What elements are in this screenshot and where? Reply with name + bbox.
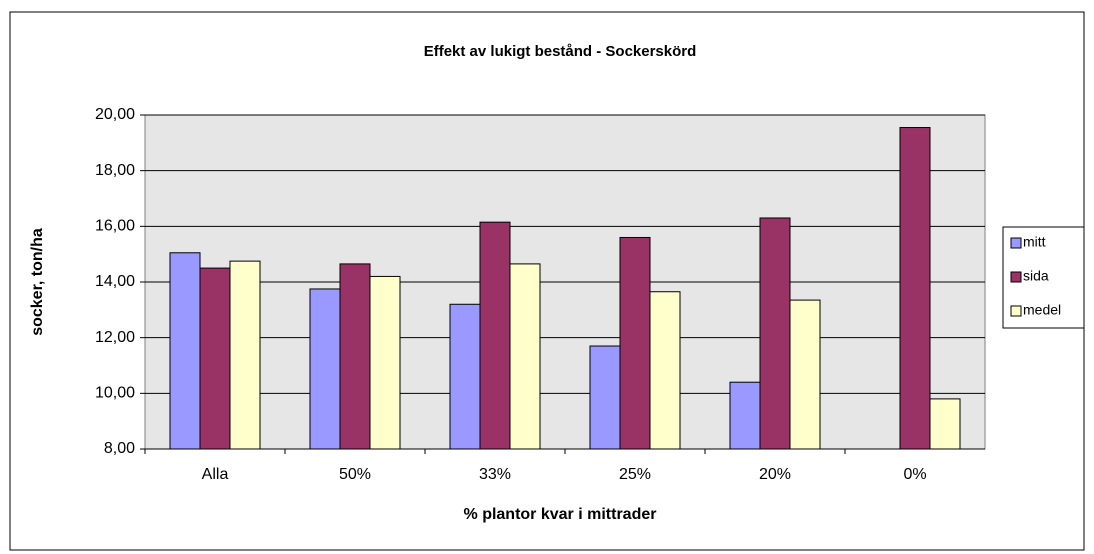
bar (339, 263, 371, 450)
y-tick-label: 10,00 (95, 385, 135, 402)
y-tick-label: 8,00 (104, 440, 135, 457)
bar (369, 275, 401, 450)
bar (789, 299, 821, 450)
y-tick-label: 20,00 (95, 106, 135, 123)
x-tick-label: 25% (619, 466, 651, 483)
x-tick-label: 20% (759, 466, 791, 483)
y-tick-label: 14,00 (95, 273, 135, 290)
bar (899, 127, 931, 450)
legend-swatch (1010, 305, 1022, 317)
bar (589, 345, 621, 450)
legend-swatch (1010, 237, 1022, 249)
legend-label: sida (1023, 268, 1049, 284)
bar (619, 236, 651, 450)
bar (729, 381, 761, 450)
x-tick-label: Alla (202, 466, 229, 483)
bar (759, 217, 791, 450)
bar (649, 291, 681, 450)
bar (169, 252, 201, 450)
x-tick-label: 0% (903, 466, 926, 483)
bar (449, 303, 481, 450)
legend-swatch (1010, 271, 1022, 283)
chart-title: Effekt av lukigt bestånd - Sockerskörd (424, 43, 697, 60)
bar (229, 260, 261, 450)
bar (309, 288, 341, 450)
bar (929, 398, 961, 450)
x-tick-label: 33% (479, 466, 511, 483)
legend-label: medel (1023, 302, 1061, 318)
y-tick-label: 12,00 (95, 329, 135, 346)
legend-label: mitt (1023, 234, 1046, 250)
x-axis-label: % plantor kvar i mittrader (464, 506, 657, 523)
bar (199, 267, 231, 450)
x-tick-label: 50% (339, 466, 371, 483)
bar (509, 263, 541, 450)
y-axis-label: socker, ton/ha (29, 228, 46, 336)
y-tick-label: 18,00 (95, 162, 135, 179)
y-tick-label: 16,00 (95, 218, 135, 235)
bar (479, 221, 511, 450)
